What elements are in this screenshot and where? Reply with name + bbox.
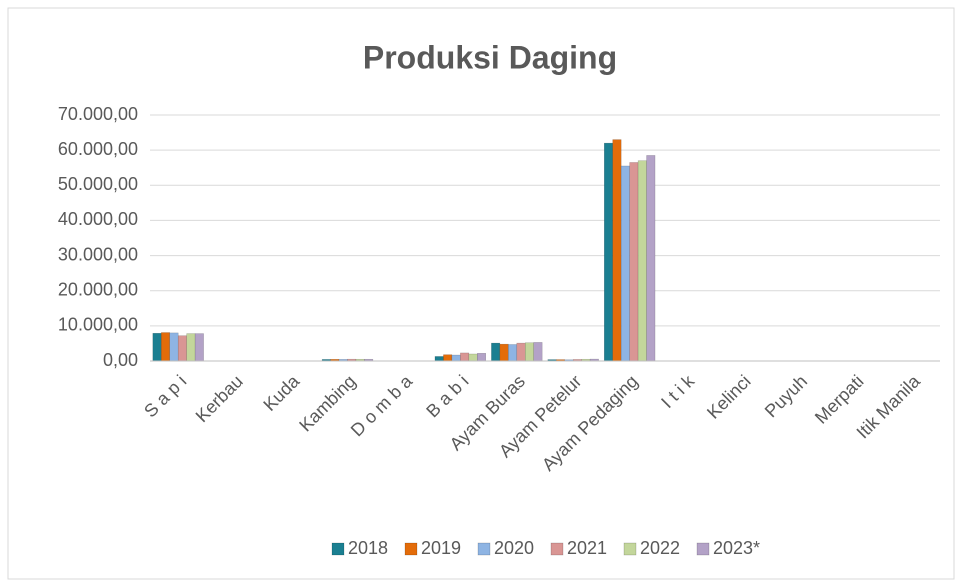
y-tick-label: 30.000,00	[58, 244, 138, 264]
bar	[499, 343, 509, 362]
legend-label: 2021	[567, 538, 607, 558]
legend-swatch	[623, 542, 637, 556]
legend-label: 2019	[421, 538, 461, 558]
bar	[612, 139, 622, 362]
bar	[161, 332, 171, 362]
legend-label: 2022	[640, 538, 680, 558]
bar	[468, 353, 478, 362]
bar	[177, 335, 187, 362]
bar	[637, 160, 647, 362]
y-tick-label: 40.000,00	[58, 209, 138, 229]
legend-swatch	[331, 542, 345, 556]
bar	[629, 162, 639, 362]
legend-swatch	[696, 542, 710, 556]
y-tick-label: 10.000,00	[58, 315, 138, 335]
legend-label: 2018	[348, 538, 388, 558]
chart-frame	[7, 7, 955, 580]
bar	[646, 155, 656, 362]
bar	[169, 332, 179, 362]
bar	[443, 354, 453, 362]
y-tick-label: 0,00	[103, 350, 138, 370]
bar	[604, 142, 613, 362]
bar	[508, 344, 518, 362]
legend-swatch	[550, 542, 564, 556]
bar	[477, 353, 486, 362]
bar	[516, 342, 526, 362]
y-tick-label: 60.000,00	[58, 139, 138, 159]
legend-swatch	[477, 542, 491, 556]
legend-swatch	[404, 542, 418, 556]
bar	[491, 342, 501, 362]
bar	[525, 342, 534, 362]
bar	[194, 333, 204, 362]
bar	[451, 354, 461, 362]
bar	[186, 333, 196, 362]
legend-label: 2023*	[713, 538, 760, 558]
bar	[434, 356, 444, 362]
y-tick-label: 70.000,00	[58, 104, 138, 124]
bar	[620, 165, 630, 362]
bar	[152, 332, 162, 362]
chart-title: Produksi Daging	[363, 39, 617, 75]
y-tick-label: 50.000,00	[58, 174, 138, 194]
bar	[533, 342, 543, 362]
bar	[460, 352, 470, 362]
y-tick-label: 20.000,00	[58, 279, 138, 299]
legend-label: 2020	[494, 538, 534, 558]
